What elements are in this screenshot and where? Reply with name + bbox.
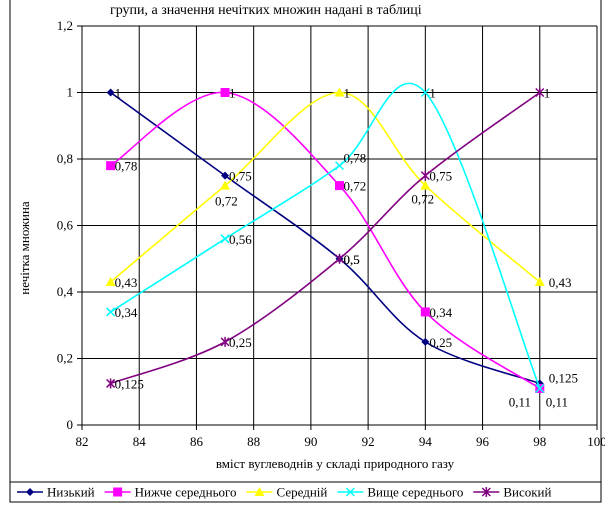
series-3-marker [220,180,231,190]
data-labels: 1 0,75 0,5 0,25 0,125 0,78 1 0,72 0,34 0,11 0,43 0,… [115,86,578,410]
data-label: 0,34 [429,305,452,320]
data-label: 1 [344,86,351,101]
top-caption-text: групи, а значення нечітких множин надані… [110,3,422,18]
series-1-marker [106,88,115,97]
y-tick-label: 1,2 [57,18,73,33]
y-tick-label: 0,2 [57,351,73,366]
data-label: 0,125 [115,376,144,391]
x-tick-label: 100 [587,434,605,449]
axes [77,25,598,430]
data-label: 0,72 [215,194,238,209]
series-5-marker [535,87,545,98]
x-axis-title: вміст вуглеводнів у складі природного га… [216,456,455,471]
data-label: 0,25 [429,335,452,350]
series-group [105,82,545,393]
series-3-marker [534,277,545,287]
series-2-marker [220,88,230,97]
data-label: 0,56 [229,232,252,247]
y-tick-label: 0,4 [57,284,74,299]
tick-labels: 0 0,2 0,4 0,6 0,8 1 1,2 82 84 86 88 90 92 94 96 98 100 [57,18,605,449]
y-tick-label: 0,6 [57,218,74,233]
series-4-marker [106,307,116,317]
legend-swatch-marker [113,487,123,497]
series-1-marker [221,171,230,180]
series-line-4 [110,82,541,389]
legend-box [9,481,602,503]
data-label: 1 [544,86,551,101]
series-3-marker [334,87,345,97]
y-tick-label: 1 [67,85,74,100]
series-2-marker [106,161,116,171]
data-label: 1 [115,86,122,101]
x-tick-label: 96 [476,434,490,449]
data-label: 1 [229,86,236,101]
y-tick-label: 0,8 [57,151,73,166]
data-label: 0,11 [509,394,531,409]
data-label: 0,75 [429,169,452,184]
series-1-marker [421,337,430,346]
data-label: 0,34 [115,305,138,320]
legend-label: Високий [503,485,551,500]
series-2-marker [420,307,430,317]
data-label: 0,125 [549,370,578,385]
series-3-marker [105,277,116,287]
x-tick-label: 94 [419,434,433,449]
x-tick-label: 92 [362,434,375,449]
legend-label: Низький [47,485,95,500]
data-label: 0,78 [344,151,367,166]
legend-label: Вище середнього [367,485,463,500]
y-axis-title: нечітка множина [17,201,32,295]
data-label: 0,5 [344,252,360,267]
series-5-marker [334,253,345,264]
series-2-marker [335,181,344,191]
x-tick-label: 88 [247,434,260,449]
data-label: 0,72 [344,179,367,194]
data-label: 1 [429,86,436,101]
series-5-marker [106,378,116,389]
series-5-marker [420,170,430,181]
series-3-marker [420,180,431,190]
x-tick-label: 90 [304,434,317,449]
data-label: 0,11 [546,394,568,409]
series-4-marker [535,383,545,393]
legend-swatch-marker [26,488,34,496]
legend-swatch-marker [481,487,491,497]
series-4-marker [220,234,230,244]
legend-swatch-marker [345,487,355,497]
x-tick-label: 98 [533,434,546,449]
series-4-marker [334,161,345,171]
data-label: 0,72 [411,192,434,207]
legend: Низький Нижче середнього Середній Вище сере… [9,481,602,503]
series-4-marker [420,87,430,98]
data-label: 0,75 [229,169,252,184]
y-tick-label: 0 [67,417,74,432]
legend-label: Нижче середнього [135,485,237,500]
data-label: 0,78 [115,159,138,174]
legend-label: Середній [277,485,328,500]
x-tick-label: 86 [190,434,204,449]
data-label: 0,43 [549,275,572,290]
data-label: 0,25 [229,335,252,350]
x-tick-label: 84 [133,434,147,449]
data-label: 0,43 [115,275,138,290]
data-label: 0,5 [344,252,360,267]
series-5-marker [220,336,230,347]
legend-swatch-marker [254,487,265,496]
x-tick-label: 82 [76,434,89,449]
grid-lines [82,25,598,425]
